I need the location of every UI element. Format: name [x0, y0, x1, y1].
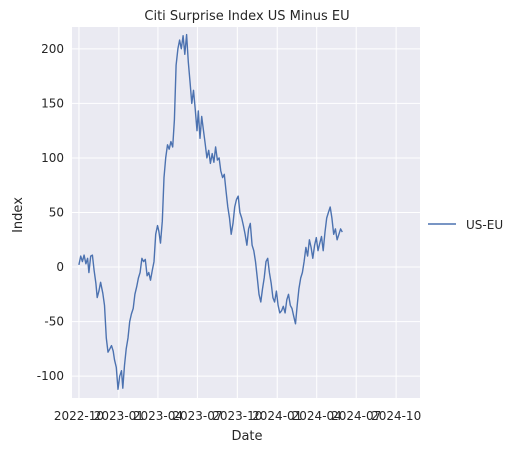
y-axis-title: Index — [11, 197, 26, 233]
x-tick-label: 2024-01 — [252, 409, 302, 423]
x-tick-label: 2023-01 — [94, 409, 144, 423]
x-tick-label: 2024-07 — [331, 409, 381, 423]
x-tick-label: 2024-10 — [371, 409, 421, 423]
x-tick-label: 2023-04 — [133, 409, 183, 423]
x-tick-label: 2023-07 — [172, 409, 222, 423]
x-tick-label: 2022-10 — [54, 409, 104, 423]
x-tick-label: 2024-04 — [292, 409, 342, 423]
x-axis-ticks: 2022-102023-012023-042023-072023-102024-… — [54, 409, 421, 423]
chart-title: Citi Surprise Index US Minus EU — [144, 9, 349, 24]
legend: US-EU — [428, 218, 503, 232]
grid — [72, 27, 420, 398]
y-tick-label: 100 — [41, 151, 64, 165]
legend-label-us-eu: US-EU — [466, 218, 503, 232]
series-line-us-eu — [78, 33, 343, 390]
y-tick-label: 200 — [41, 42, 64, 56]
y-tick-label: -50 — [44, 315, 64, 329]
x-tick-label: 2023-10 — [212, 409, 262, 423]
y-axis-ticks: -100 -50 0 50 100 150 200 — [37, 42, 64, 383]
y-tick-label: 150 — [41, 96, 64, 110]
y-tick-label: 50 — [49, 206, 64, 220]
y-tick-label: 0 — [56, 260, 64, 274]
y-tick-label: -100 — [37, 369, 64, 383]
x-axis-title: Date — [231, 429, 262, 444]
